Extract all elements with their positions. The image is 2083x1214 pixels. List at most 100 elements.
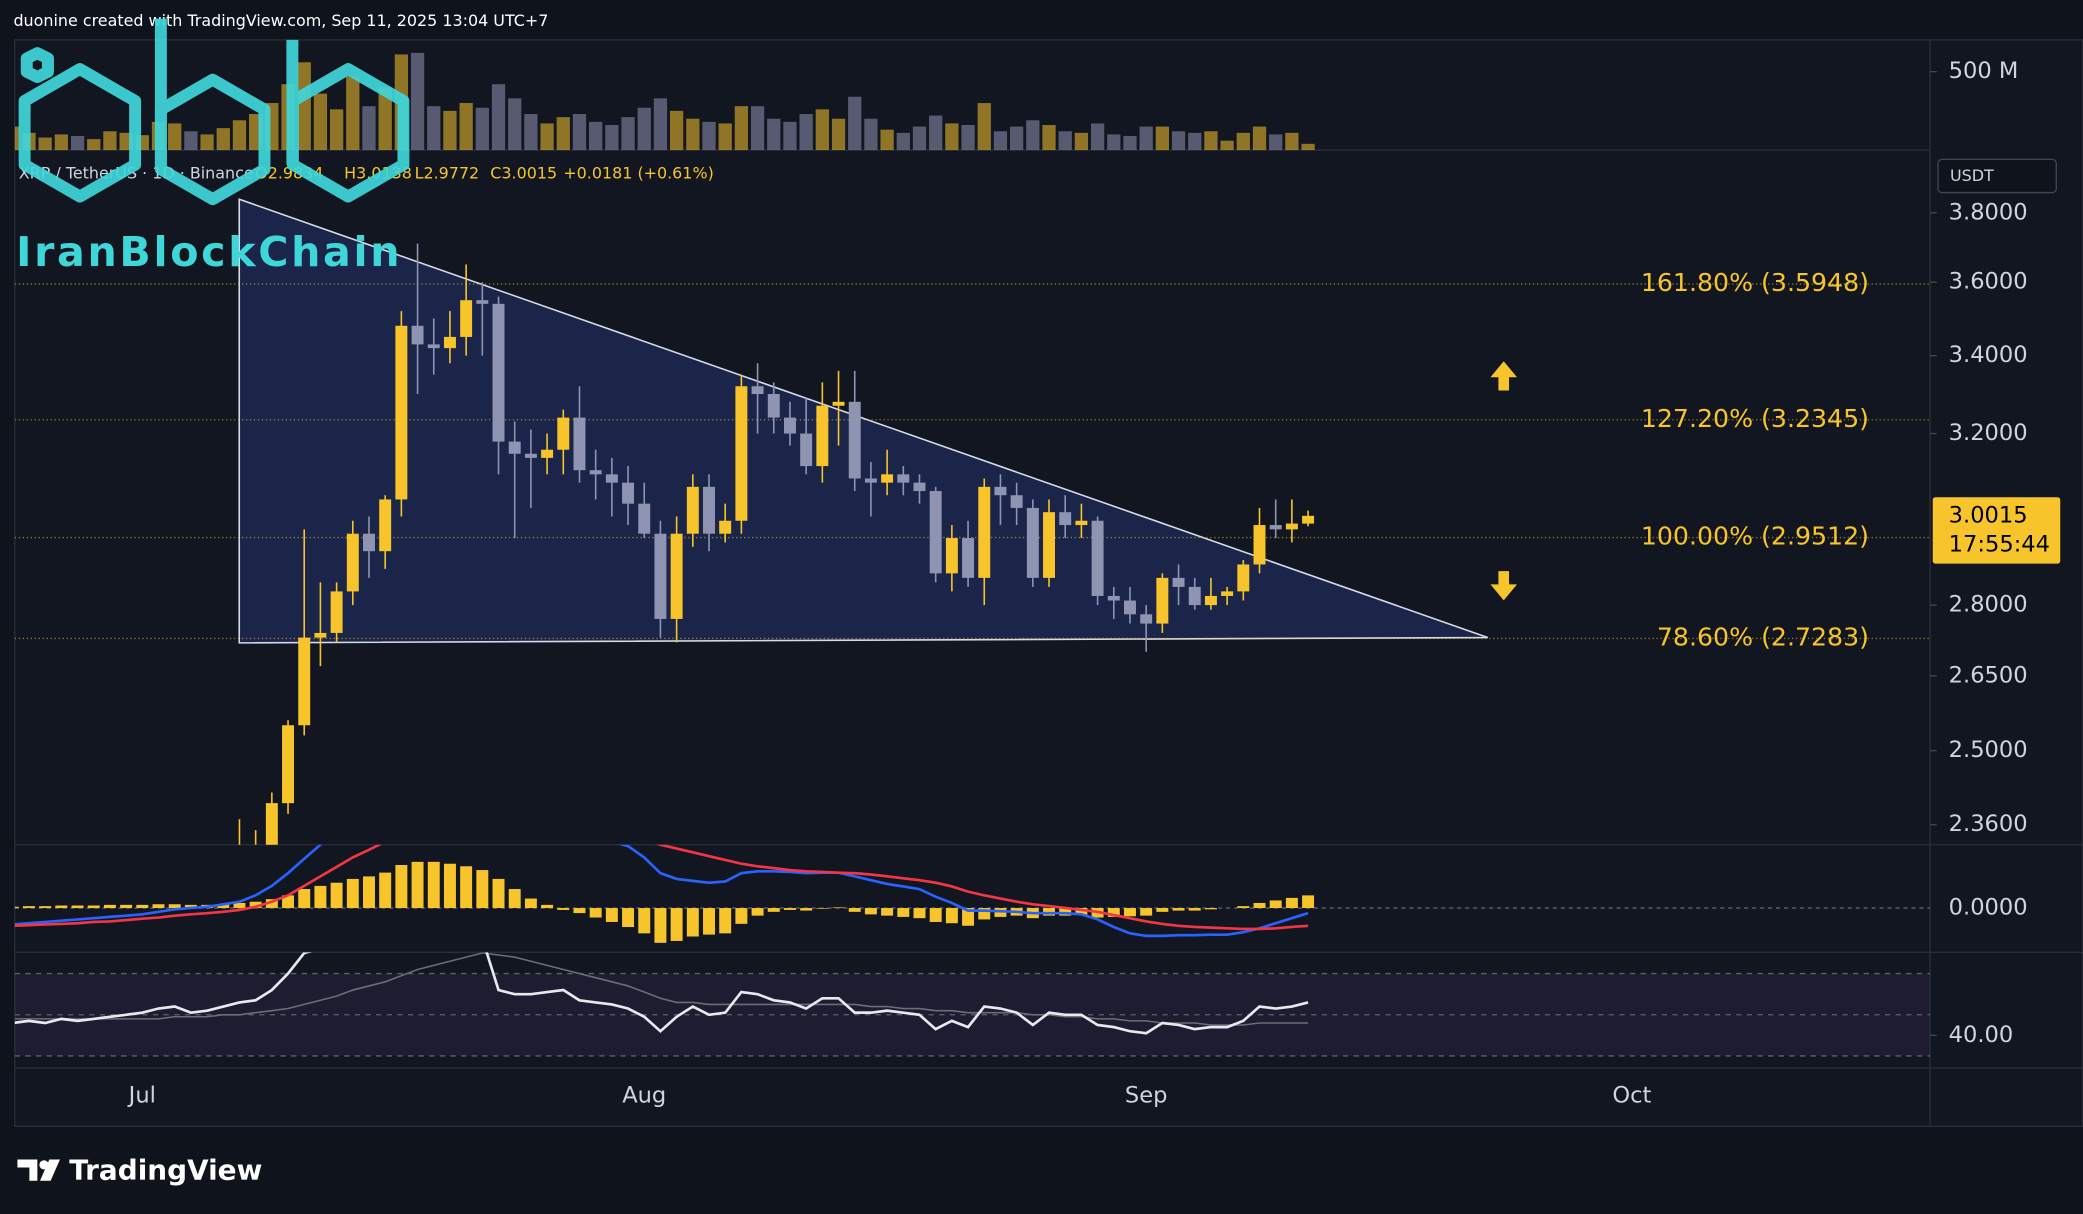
candle-body bbox=[800, 433, 813, 467]
volume-bar bbox=[524, 114, 538, 151]
candle-body bbox=[945, 538, 958, 574]
macd-histogram-bar bbox=[622, 908, 635, 928]
volume-bar bbox=[508, 98, 522, 151]
candle-body bbox=[1253, 525, 1266, 565]
last-price: 3.0015 bbox=[1949, 502, 2028, 528]
volume-bar bbox=[589, 121, 603, 151]
rsi-ma-line bbox=[14, 952, 1309, 1026]
volume-bar bbox=[734, 106, 749, 151]
macd-histogram-bar bbox=[217, 904, 230, 909]
volume-bar bbox=[848, 96, 862, 151]
macd-histogram-bar bbox=[929, 908, 942, 922]
macd-histogram-bar bbox=[184, 904, 197, 909]
candle-body bbox=[265, 803, 278, 845]
candle-body bbox=[1285, 523, 1298, 530]
macd-histogram-bar bbox=[23, 906, 35, 909]
volume-bar bbox=[945, 123, 959, 151]
candle-body bbox=[638, 503, 651, 534]
macd-histogram-bar bbox=[1269, 900, 1282, 909]
candle-body bbox=[524, 453, 537, 458]
candle-body bbox=[492, 303, 505, 442]
macd-histogram-bar bbox=[1140, 908, 1153, 916]
candle-body bbox=[476, 300, 489, 304]
candle-body bbox=[427, 344, 440, 349]
currency-label: USDT bbox=[1950, 166, 1994, 185]
y-tick-label: 3.2000 bbox=[1949, 420, 2028, 446]
x-tick-label: Oct bbox=[1612, 1082, 1651, 1108]
candle-body bbox=[832, 401, 845, 406]
logo-dot bbox=[20, 47, 54, 84]
volume-bar bbox=[329, 109, 344, 151]
y-tick-label: 3.6000 bbox=[1949, 269, 2028, 295]
volume-bar bbox=[831, 118, 846, 151]
candle-body bbox=[557, 417, 570, 450]
volume-bar bbox=[70, 135, 85, 151]
price-pane bbox=[14, 243, 1931, 845]
volume-bar bbox=[1220, 140, 1234, 151]
candle-body bbox=[686, 486, 699, 534]
macd-histogram-bar bbox=[14, 906, 19, 909]
volume-bar bbox=[1058, 131, 1072, 151]
candle-body bbox=[622, 482, 635, 504]
candle-body bbox=[282, 725, 295, 804]
macd-histogram-bar bbox=[314, 885, 327, 909]
footer-logo: TradingView bbox=[17, 1153, 262, 1186]
macd-histogram-bar bbox=[120, 904, 133, 909]
macd-histogram-bar bbox=[1285, 897, 1298, 909]
candle-body bbox=[881, 474, 894, 483]
volume-bar bbox=[864, 118, 878, 151]
macd-histogram-bar bbox=[605, 908, 618, 922]
volume-bar bbox=[1301, 143, 1315, 151]
macd-histogram-bar bbox=[265, 899, 278, 909]
volume-bar bbox=[410, 52, 425, 151]
candle-body bbox=[1302, 515, 1315, 524]
macd-histogram-bar bbox=[103, 904, 116, 909]
macd-histogram-bar bbox=[71, 905, 84, 909]
macd-histogram-bar bbox=[719, 908, 732, 934]
footer-brand: TradingView bbox=[69, 1153, 262, 1186]
volume-bar bbox=[1009, 126, 1024, 151]
macd-histogram-bar bbox=[508, 889, 521, 909]
macd-histogram-bar bbox=[346, 878, 359, 909]
candle-body bbox=[443, 336, 456, 349]
volume-bar bbox=[459, 103, 473, 151]
candle-body bbox=[1010, 495, 1023, 508]
volume-bar bbox=[880, 129, 894, 151]
macd-histogram-bar bbox=[363, 876, 375, 909]
last-price-box bbox=[1932, 497, 2061, 564]
macd-histogram-bar bbox=[962, 908, 975, 926]
candle-body bbox=[703, 486, 715, 534]
candle-body bbox=[1026, 507, 1039, 578]
candle-body bbox=[589, 470, 602, 475]
volume-bar bbox=[783, 121, 797, 151]
volume-bar bbox=[540, 123, 554, 151]
attribution: duonine created with TradingView.com, Se… bbox=[13, 11, 548, 30]
macd-tick-label: 0.0000 bbox=[1949, 895, 2028, 921]
macd-histogram-bar bbox=[379, 872, 392, 909]
candle-body bbox=[994, 486, 1007, 496]
macd-histogram-bar bbox=[460, 866, 473, 909]
volume-bar bbox=[1155, 126, 1169, 151]
volume-bar bbox=[1107, 134, 1121, 151]
volume-bar bbox=[621, 117, 635, 151]
candle-body bbox=[314, 632, 327, 638]
candle-body bbox=[508, 441, 521, 454]
volume-bar bbox=[378, 87, 392, 151]
legend-low: L2.9772 bbox=[415, 163, 480, 182]
macd-histogram-bar bbox=[1302, 895, 1315, 909]
macd-histogram-bar bbox=[39, 906, 52, 909]
candle-body bbox=[783, 417, 796, 434]
x-tick-label: Sep bbox=[1125, 1082, 1168, 1108]
macd-histogram-bar bbox=[427, 861, 440, 909]
volume-bar bbox=[896, 132, 910, 151]
y-tick-label: 2.5000 bbox=[1949, 737, 2028, 763]
volume-bar bbox=[1188, 132, 1202, 151]
arrow-up bbox=[1490, 361, 1518, 391]
volume-bar bbox=[993, 131, 1008, 151]
currency-box bbox=[1937, 158, 2057, 194]
macd-histogram-bar bbox=[1156, 908, 1169, 912]
candle-body bbox=[735, 386, 748, 521]
macd-histogram-bar bbox=[524, 898, 537, 909]
macd-histogram-bar bbox=[573, 908, 586, 914]
macd-line bbox=[14, 844, 1309, 938]
